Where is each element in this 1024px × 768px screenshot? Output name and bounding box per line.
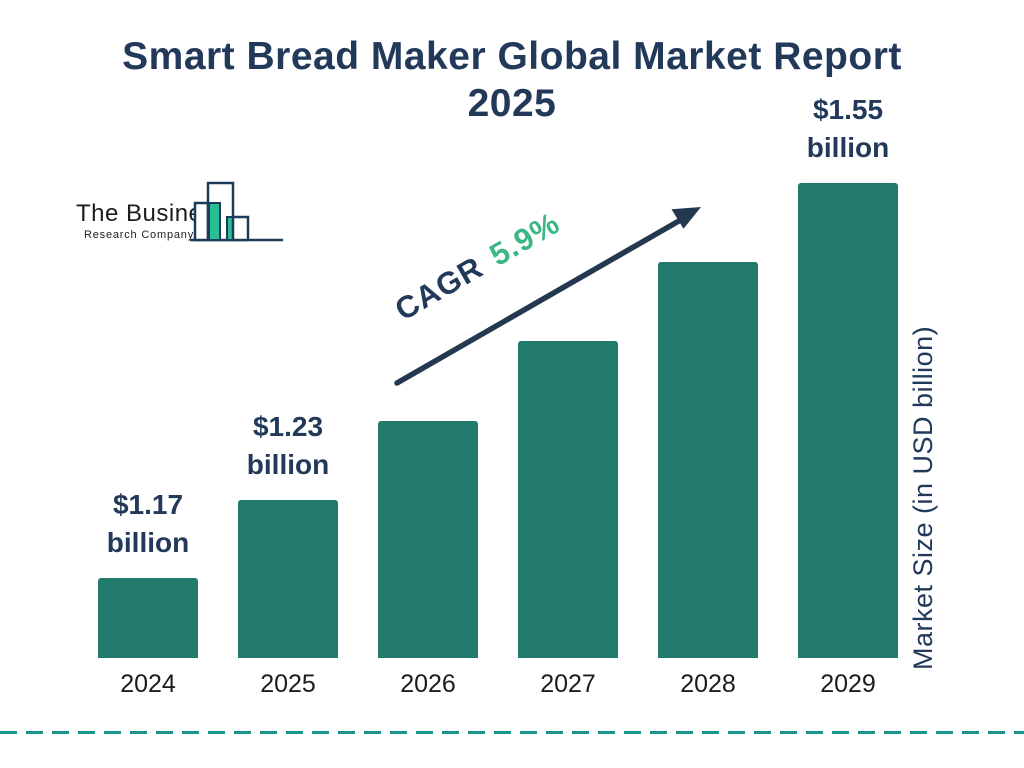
bar-2027 bbox=[518, 341, 618, 658]
bar-column-2024: $1.17 billion 2024 bbox=[98, 183, 198, 698]
value-label-2024: $1.17 billion bbox=[106, 489, 190, 558]
bar-2029 bbox=[798, 183, 898, 658]
bar-column-2029: $1.55 billion 2029 bbox=[798, 94, 898, 698]
y-axis-title: Market Size (in USD billion) bbox=[908, 325, 938, 670]
bar-column-2028: 2028 bbox=[658, 183, 758, 698]
company-logo: The Business Research Company bbox=[70, 172, 300, 252]
x-axis-label-2027: 2027 bbox=[540, 670, 596, 698]
bar-2025 bbox=[238, 500, 338, 658]
x-axis-label-2025: 2025 bbox=[260, 670, 316, 698]
bar-2026 bbox=[378, 421, 478, 658]
bar-2024 bbox=[98, 578, 198, 658]
company-subname: Research Company bbox=[83, 229, 194, 241]
x-axis-label-2029: 2029 bbox=[820, 670, 876, 698]
x-axis-label-2026: 2026 bbox=[400, 670, 456, 698]
page-title: Smart Bread Maker Global Market Report 2… bbox=[0, 33, 1024, 127]
bars: $1.17 billion 2024 $1.23 billion 2025 2026 2027… bbox=[98, 94, 898, 698]
page-title-line2: 2025 bbox=[467, 82, 557, 125]
bar-column-2025: $1.23 billion 2025 bbox=[238, 183, 338, 698]
x-axis-label-2024: 2024 bbox=[120, 670, 176, 698]
bar-column-2026: 2026 bbox=[378, 183, 478, 698]
page-title-line1: Smart Bread Maker Global Market Report bbox=[122, 35, 902, 78]
bar-column-2027: 2027 bbox=[518, 183, 618, 698]
value-label-2025: $1.23 billion bbox=[246, 411, 330, 480]
bar-2028 bbox=[658, 262, 758, 658]
bar-chart-logo-icon bbox=[190, 181, 283, 242]
value-label-2029: $1.55 billion bbox=[806, 94, 890, 163]
x-axis-label-2028: 2028 bbox=[680, 670, 736, 698]
bottom-dashed-divider bbox=[0, 731, 1024, 734]
